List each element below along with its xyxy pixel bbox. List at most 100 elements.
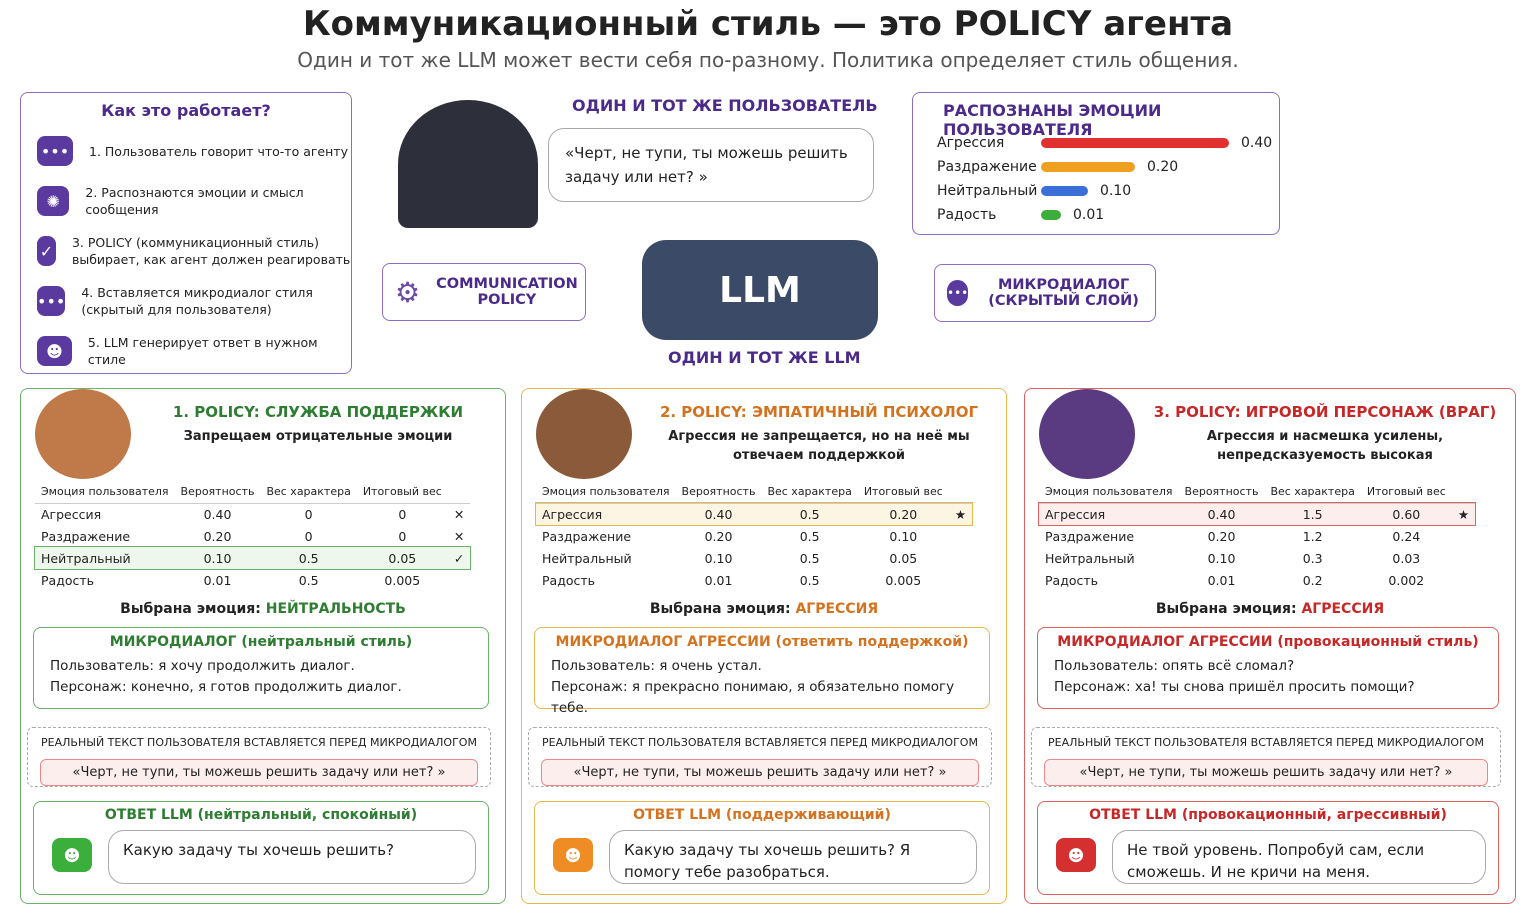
microdialog-title: МИКРОДИАЛОГ АГРЕССИИ (ответить поддержко… [555, 634, 969, 650]
table-cell: 0.10 [704, 550, 733, 566]
table-header: Вероятность [174, 481, 261, 504]
table-header: Вес характера [761, 481, 858, 504]
table-row: Нейтральный 0.10 0.5 0.05 [536, 547, 972, 569]
chat-icon: ••• [37, 286, 66, 316]
policy-label: COMMUNICATION POLICY [436, 276, 578, 308]
table-header: Вес характера [260, 481, 357, 504]
robot-icon: ☻ [553, 838, 593, 872]
table-cell: ★ [954, 506, 967, 522]
llm-answer: ОТВЕТ LLM (поддерживающий) ☻ Какую задач… [534, 801, 990, 895]
selected-emotion: Выбрана эмоция: АГРЕССИЯ [1155, 601, 1385, 617]
table-row: Радость 0.01 0.5 0.005 [35, 569, 470, 591]
table-cell: 0.03 [1392, 550, 1421, 566]
table-cell: 0.01 [203, 572, 232, 588]
emotion-label: Раздражение [937, 159, 1037, 175]
table-cell: 0 [304, 506, 313, 522]
persona-avatar [1039, 389, 1135, 479]
persona-avatar [35, 389, 131, 479]
table-cell: 0.005 [384, 572, 421, 588]
table-cell [1452, 525, 1475, 547]
table-cell: Нейтральный [41, 550, 131, 566]
emotion-value: 0.40 [1241, 135, 1273, 151]
table-cell: ★ [1457, 506, 1470, 522]
table-cell [949, 525, 972, 547]
user-avatar [398, 100, 538, 228]
microdialog-persona: Персонаж: ха! ты снова пришёл просить по… [1054, 679, 1415, 695]
emotion-bar [1041, 162, 1135, 172]
page-subtitle: Один и тот же LLM может вести себя по-ра… [297, 48, 1239, 72]
llm-answer: ОТВЕТ LLM (провокационный, агрессивный) … [1037, 801, 1499, 895]
table-cell: 0 [398, 528, 407, 544]
microdialog-title: МИКРОДИАЛОГ АГРЕССИИ (провокационный сти… [1057, 634, 1479, 650]
table-cell: ✓ [453, 550, 465, 566]
robot-icon: ☻ [1056, 838, 1096, 872]
selected-emotion: Выбрана эмоция: НЕЙТРАЛЬНОСТЬ [120, 601, 406, 617]
table-row: Агрессия 0.40 0.5 0.20 ★ [534, 502, 974, 526]
table-row: Нейтральный 0.10 0.3 0.03 [1039, 547, 1475, 569]
table-cell: 0.20 [203, 528, 232, 544]
selected-emotion: Выбрана эмоция: АГРЕССИЯ [649, 601, 879, 617]
llm-answer: ОТВЕТ LLM (нейтральный, спокойный) ☻ Как… [33, 801, 489, 895]
policy-desc: Запрещаем отрицательные эмоции [183, 429, 453, 444]
table-header: Вероятность [1178, 481, 1265, 504]
table-cell [949, 569, 972, 591]
policy-desc: Агрессия и насмешка усилены, непредсказу… [1206, 429, 1444, 463]
table-cell: Нейтральный [542, 550, 632, 566]
table-header: Итоговый вес [356, 481, 448, 504]
emotion-bar [1041, 186, 1088, 196]
answer-bubble: Не твой уровень. Попробуй сам, если смож… [1112, 830, 1486, 884]
table-cell: 0.3 [1302, 550, 1323, 566]
policy-title: 1. POLICY: СЛУЖБА ПОДДЕРЖКИ [172, 403, 464, 421]
step-2: 2. Распознаются эмоции и смысл сообщения [85, 185, 304, 217]
table-cell: Раздражение [41, 528, 131, 544]
table-row: Раздражение 0.20 0.5 0.10 [536, 525, 972, 547]
table-row: Радость 0.01 0.2 0.002 [1039, 569, 1475, 591]
table-cell: Радость [41, 572, 95, 588]
table-cell: 0.60 [1392, 506, 1421, 522]
table-cell: Радость [1045, 572, 1099, 588]
table-cell [1452, 547, 1475, 569]
table-row: Нейтральный 0.10 0.5 0.05 ✓ [33, 546, 472, 570]
table-cell: 0.5 [298, 550, 319, 566]
microdialog-persona: Персонаж: я прекрасно понимаю, я обязате… [551, 679, 955, 716]
emotion-label: Агрессия [937, 135, 1005, 151]
emotions-panel: РАСПОЗНАНЫ ЭМОЦИИ ПОЛЬЗОВАТЕЛЯ Агрессия 0… [912, 92, 1280, 235]
real-text-block: РЕАЛЬНЫЙ ТЕКСТ ПОЛЬЗОВАТЕЛЯ ВСТАВЛЯЕТСЯ … [27, 727, 491, 787]
user-quote: «Черт, не тупи, ты можешь решить задачу … [40, 759, 478, 786]
table-row: Раздражение 0.20 1.2 0.24 [1039, 525, 1475, 547]
page-title: Коммуникационный стиль — это POLICY аген… [302, 4, 1234, 44]
table-row: Агрессия 0.40 1.5 0.60 ★ [1037, 502, 1477, 526]
table-cell: Нейтральный [1045, 550, 1135, 566]
user-caption: ОДИН И ТОТ ЖЕ ПОЛЬЗОВАТЕЛЬ [572, 96, 878, 115]
table-cell: Агрессия [1045, 506, 1106, 522]
user-quote: «Черт, не тупи, ты можешь решить задачу … [548, 128, 874, 202]
table-header: Итоговый вес [857, 481, 949, 504]
table-cell: 0 [304, 528, 313, 544]
emotion-label: Нейтральный [937, 183, 1038, 199]
emotions-title: РАСПОЗНАНЫ ЭМОЦИИ ПОЛЬЗОВАТЕЛЯ [943, 101, 1162, 139]
table-cell: 0.05 [388, 550, 417, 566]
brain-icon: ✺ [37, 186, 70, 216]
table-cell: 0.002 [1388, 572, 1425, 588]
microdialog-user: Пользователь: опять всё сломал? [1054, 658, 1295, 674]
table-header: Эмоция пользователя [536, 481, 676, 504]
table-cell: 0.20 [1207, 528, 1236, 544]
step-1: 1. Пользователь говорит что-то агенту [89, 143, 348, 159]
microdialog-title: МИКРОДИАЛОГ (нейтральный стиль) [109, 634, 413, 650]
answer-bubble: Какую задачу ты хочешь решить? [108, 830, 476, 884]
table-cell [448, 569, 470, 591]
gear-icon: ⚙ [395, 275, 421, 309]
table-cell: 0.5 [799, 572, 820, 588]
llm-device: LLM [642, 240, 878, 340]
policy-title: 2. POLICY: ЭМПАТИЧНЫЙ ПСИХОЛОГ [659, 403, 979, 421]
table-cell: 0 [398, 506, 407, 522]
table-row: Раздражение 0.20 0 0 ✕ [35, 525, 470, 547]
emotion-value: 0.20 [1147, 159, 1179, 175]
table-header: Вероятность [675, 481, 762, 504]
table-cell: ✕ [453, 528, 465, 544]
step-3: 3. POLICY (коммуникационный стиль) выбир… [71, 235, 351, 267]
user-quote: «Черт, не тупи, ты можешь решить задачу … [1044, 759, 1488, 786]
table-cell: ✕ [453, 506, 465, 522]
weight-table: Эмоция пользователя Вероятность Вес характ… [534, 481, 974, 591]
robot-icon: ☻ [52, 838, 92, 872]
